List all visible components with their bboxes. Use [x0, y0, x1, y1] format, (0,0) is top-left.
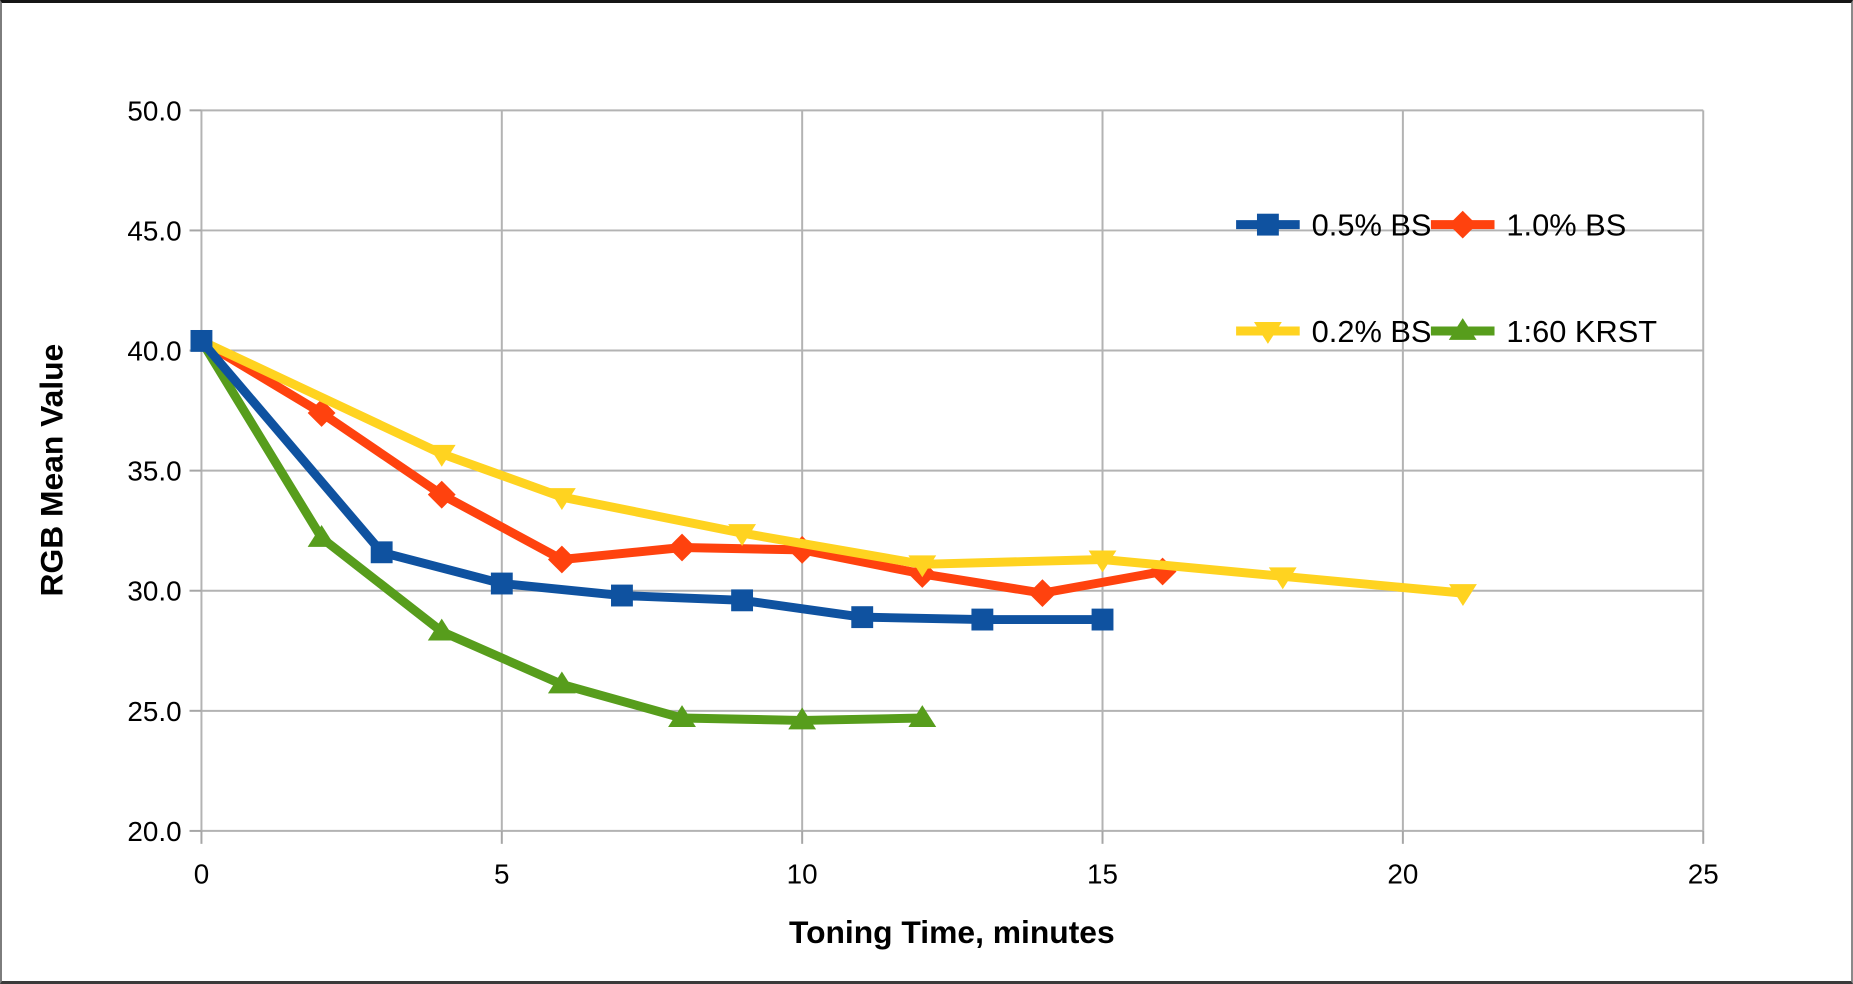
series-0-5-bs [190, 329, 1114, 631]
x-tick-label: 15 [1087, 859, 1118, 890]
series-layer [190, 329, 1477, 730]
series-marker-0-2-bs [1449, 584, 1477, 607]
legend-sample-marker [1253, 322, 1282, 344]
legend: 0.5% BS 1.0% BS 0.2% BS 1:60 KRST [1236, 208, 1657, 349]
series-marker-1-60-krst [788, 707, 817, 730]
legend-item-0-2-bs: 0.2% BS [1236, 314, 1431, 349]
legend-item-1-60-krst: 1:60 KRST [1430, 314, 1657, 349]
series-marker-1-60-krst [307, 524, 336, 547]
series-marker-0-5-bs [731, 589, 754, 612]
series-marker-1-60-krst [427, 618, 456, 641]
legend-label: 1:60 KRST [1506, 314, 1657, 349]
series-marker-0-5-bs [971, 608, 994, 631]
y-tick-label: 50.0 [127, 95, 181, 126]
legend-item-0-5-bs: 0.5% BS [1236, 208, 1431, 243]
series-line-0-5-bs [196, 336, 1107, 625]
y-tick-label: 45.0 [127, 215, 181, 246]
series-1-60-krst [196, 336, 937, 730]
series-marker-1-60-krst [668, 705, 696, 727]
series-0-2-bs [196, 336, 1477, 607]
series-1-0-bs [196, 336, 1177, 608]
y-tick-label: 35.0 [127, 456, 181, 487]
legend-sample-marker [1448, 318, 1477, 340]
x-tick-label: 20 [1387, 859, 1418, 890]
series-marker-0-5-bs [1091, 608, 1114, 631]
series-marker-1-60-krst [547, 671, 576, 694]
y-tick-label: 30.0 [127, 576, 181, 607]
series-marker-0-5-bs [370, 541, 393, 564]
y-tick-label: 40.0 [127, 335, 181, 366]
series-marker-0-5-bs [611, 584, 633, 607]
y-tick-label: 25.0 [127, 696, 181, 727]
chart-svg: 20.0 25.0 30.0 35.0 40.0 45.0 50.0 0 5 10 15 20 25 0… [33, 95, 1718, 950]
series-marker-0-5-bs [190, 329, 213, 352]
x-tick-label: 25 [1688, 859, 1719, 890]
series-marker-0-5-bs [851, 606, 874, 629]
legend-item-1-0-bs: 1.0% BS [1430, 208, 1626, 243]
series-marker-0-2-bs [728, 524, 757, 547]
legend-label: 0.2% BS [1312, 314, 1432, 349]
legend-label: 1.0% BS [1506, 208, 1626, 243]
series-marker-1-0-bs [307, 399, 336, 427]
x-axis-title: Toning Time, minutes [789, 914, 1115, 950]
gridlines [200, 109, 1705, 832]
series-line-0-2-bs [196, 336, 1468, 598]
series-marker-0-2-bs [427, 444, 456, 467]
legend-sample-marker [1256, 213, 1279, 236]
legend-label: 0.5% BS [1312, 208, 1432, 243]
series-marker-0-2-bs [1088, 550, 1117, 573]
x-tick-label: 5 [494, 859, 509, 890]
series-marker-0-2-bs [1268, 567, 1297, 590]
series-marker-0-2-bs [547, 488, 576, 510]
series-marker-1-0-bs [668, 533, 696, 562]
series-marker-0-2-bs [908, 555, 937, 578]
series-marker-1-0-bs [547, 545, 576, 574]
series-marker-1-0-bs [1028, 579, 1057, 608]
x-tick-label: 0 [194, 859, 209, 890]
series-marker-0-5-bs [490, 572, 513, 595]
series-line-1-60-krst [196, 336, 927, 725]
legend-sample-marker [1448, 210, 1477, 239]
y-axis-title: RGB Mean Value [33, 344, 69, 597]
x-tick-label: 10 [787, 859, 818, 890]
series-marker-1-60-krst [908, 705, 937, 727]
tick-labels: 20.0 25.0 30.0 35.0 40.0 45.0 50.0 0 5 10 15 20 25 [127, 95, 1718, 889]
y-tick-label: 20.0 [127, 816, 181, 847]
